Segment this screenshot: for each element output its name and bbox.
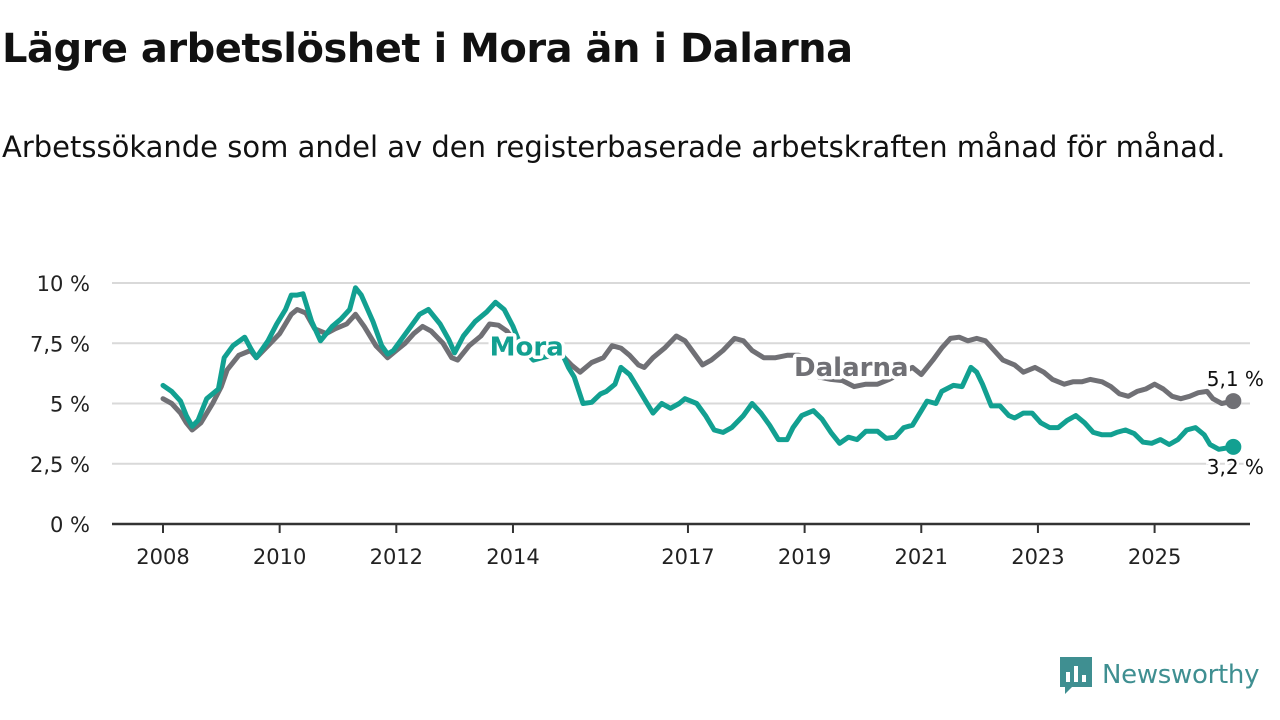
series-line-mora: [160, 285, 1236, 452]
chart-title: Lägre arbetslöshet i Mora än i Dalarna: [2, 26, 853, 72]
series-labels: Mora Dalarna 3,2 % 5,1 %: [486, 329, 1266, 482]
x-tick-label: 2008: [136, 545, 189, 569]
y-axis-tick-labels: 0 % 2,5 % 5 % 7,5 % 10 %: [30, 272, 90, 537]
x-tick-label: 2025: [1128, 545, 1181, 569]
series-lines: [160, 285, 1242, 455]
x-tick-label: 2012: [370, 545, 423, 569]
x-axis: 2008 2010 2012 2014 2017 2019 2021 2023 2025: [112, 522, 1250, 569]
end-value-label-mora: 3,2 %: [1207, 455, 1264, 479]
gridlines: [112, 282, 1250, 465]
y-tick-label: 0 %: [50, 513, 90, 537]
series-label-mora: Mora: [490, 332, 564, 362]
series-line-dalarna: [160, 307, 1236, 433]
x-tick-label: 2017: [661, 545, 714, 569]
end-value-label-dalarna: 5,1 %: [1207, 367, 1264, 391]
series-end-marker-mora: [1225, 438, 1242, 455]
x-tick-label: 2023: [1011, 545, 1064, 569]
chart-subtitle: Arbetssökande som andel av den registerb…: [2, 130, 1226, 164]
series-end-marker-dalarna: [1225, 393, 1242, 410]
x-tick-label: 2021: [895, 545, 948, 569]
y-tick-label: 2,5 %: [30, 453, 90, 477]
x-tick-label: 2014: [486, 545, 539, 569]
series-label-dalarna: Dalarna: [794, 353, 908, 383]
y-tick-label: 10 %: [37, 272, 90, 296]
brand-name: Newsworthy: [1102, 660, 1260, 690]
newsworthy-logo-icon: [1060, 657, 1092, 694]
x-tick-label: 2019: [778, 545, 831, 569]
y-tick-label: 5 %: [50, 393, 90, 417]
newsworthy-brand: Newsworthy: [1058, 655, 1259, 695]
y-tick-label: 7,5 %: [30, 332, 90, 356]
x-tick-label: 2010: [253, 545, 306, 569]
